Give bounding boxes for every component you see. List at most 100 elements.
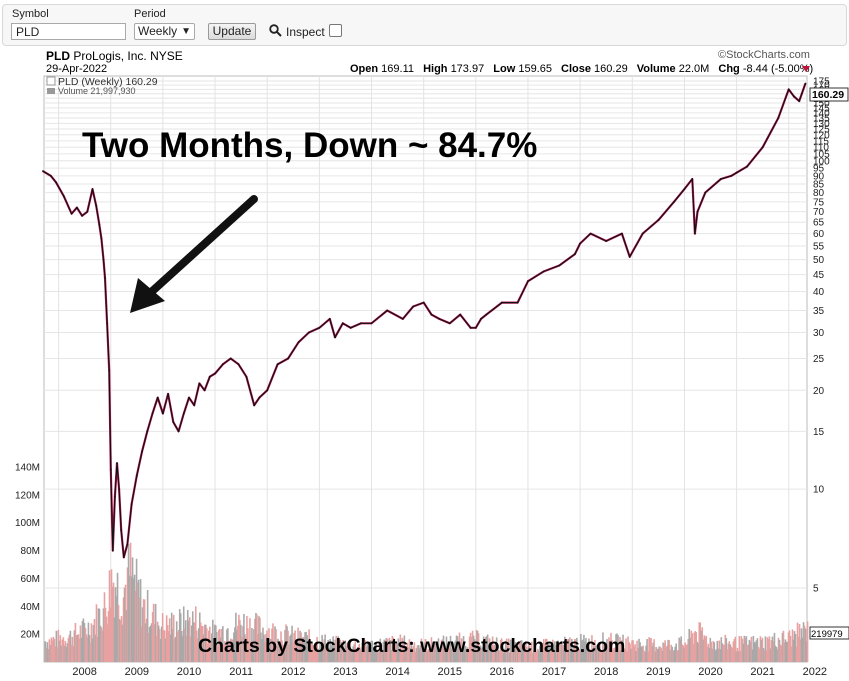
update-button[interactable]: Update <box>208 23 256 40</box>
volume-bar <box>592 650 594 662</box>
price-legend-swatch <box>46 76 56 86</box>
volume-bar <box>377 652 380 662</box>
volume-bar <box>128 575 131 662</box>
volume-bar <box>426 651 429 662</box>
volume-bar <box>74 622 77 662</box>
volume-bar <box>579 649 581 662</box>
volume-bar <box>149 625 152 662</box>
price-point <box>114 495 116 498</box>
volume-bar <box>559 645 561 662</box>
volume-bar <box>202 634 205 662</box>
volume-bar <box>407 647 410 662</box>
volume-bar <box>123 587 126 662</box>
volume-bar <box>158 629 161 662</box>
price-point <box>253 404 256 407</box>
volume-bar <box>673 649 675 662</box>
price-point <box>151 412 154 415</box>
volume-bar <box>750 636 753 662</box>
volume-bar <box>520 640 523 662</box>
volume-bar <box>205 628 208 662</box>
volume-bar <box>713 642 716 662</box>
volume-bar <box>543 643 546 662</box>
volume-bar <box>79 625 82 662</box>
volume-bar <box>78 638 81 662</box>
volume-bar <box>630 648 632 662</box>
last-price-box <box>809 87 849 102</box>
volume-bar <box>60 645 63 662</box>
chevron-down-icon: ▼ <box>181 26 191 37</box>
volume-bar <box>396 643 399 662</box>
volume-bar <box>562 644 564 662</box>
volume-bar <box>716 640 719 662</box>
volume-bar <box>609 649 611 662</box>
y-tick-label: 40 <box>813 287 825 298</box>
volume-bar <box>457 646 460 662</box>
volume-bar <box>760 639 763 662</box>
volume-bar <box>613 648 615 662</box>
y-tick-label: 35 <box>813 306 825 317</box>
volume-bar <box>130 576 133 662</box>
volume-bar <box>604 645 606 662</box>
volume-bar <box>266 630 268 662</box>
volume-bar <box>117 605 120 662</box>
volume-bar <box>211 633 213 662</box>
volume-bar <box>694 631 697 662</box>
y-tick-label: 80 <box>813 188 825 199</box>
price-point <box>198 382 201 385</box>
volume-bar <box>173 638 176 662</box>
price-point <box>401 317 404 320</box>
volume-bar <box>302 637 304 662</box>
volume-bar <box>491 636 494 662</box>
volume-bar <box>806 621 809 662</box>
symbol-input[interactable]: PLD <box>11 23 126 40</box>
volume-bar <box>704 637 707 662</box>
volume-bar <box>719 649 722 662</box>
volume-bar <box>635 651 637 662</box>
price-point <box>360 322 362 325</box>
price-point <box>193 404 196 407</box>
volume-bar <box>148 626 151 662</box>
volume-bar <box>215 625 217 662</box>
search-icon[interactable] <box>269 24 282 37</box>
volume-bar <box>107 611 110 662</box>
volume-bar <box>707 643 710 662</box>
price-point <box>49 174 52 177</box>
volume-bar <box>585 638 587 662</box>
volume-bar <box>549 645 551 662</box>
volume-bar <box>614 647 616 662</box>
volume-bar <box>167 631 170 662</box>
volume-bar <box>406 642 409 662</box>
volume-bar <box>410 641 413 662</box>
volume-bar <box>250 641 252 662</box>
volume-bar <box>420 638 423 662</box>
y-tick-label: 100 <box>813 156 830 167</box>
volume-bar <box>314 644 316 662</box>
inspect-checkbox[interactable] <box>329 24 342 37</box>
volume-bar <box>500 638 503 662</box>
volume-bar <box>380 647 383 662</box>
volume-bar <box>98 608 101 662</box>
volume-bar <box>194 606 197 662</box>
volume-bar <box>363 638 366 662</box>
price-point <box>91 188 94 191</box>
volume-bar <box>467 649 470 662</box>
volume-bar <box>534 651 537 662</box>
volume-bar <box>99 625 102 662</box>
volume-bar <box>473 639 476 662</box>
price-point <box>448 322 451 325</box>
price-point <box>341 322 344 325</box>
volume-bar <box>515 642 518 662</box>
price-point <box>516 301 519 304</box>
volume-bar <box>798 624 801 662</box>
volume-bar <box>591 635 593 662</box>
volume-tick-label: 100M <box>15 518 40 529</box>
volume-bar <box>357 646 360 662</box>
volume-bar <box>594 640 596 662</box>
volume-bar <box>180 630 183 662</box>
volume-bar <box>197 628 200 662</box>
annotation-arrow-icon <box>130 278 165 313</box>
period-select[interactable]: Weekly ▼ <box>134 23 195 40</box>
volume-bar <box>62 637 65 662</box>
volume-bar <box>702 639 705 662</box>
volume-bar <box>589 649 591 662</box>
